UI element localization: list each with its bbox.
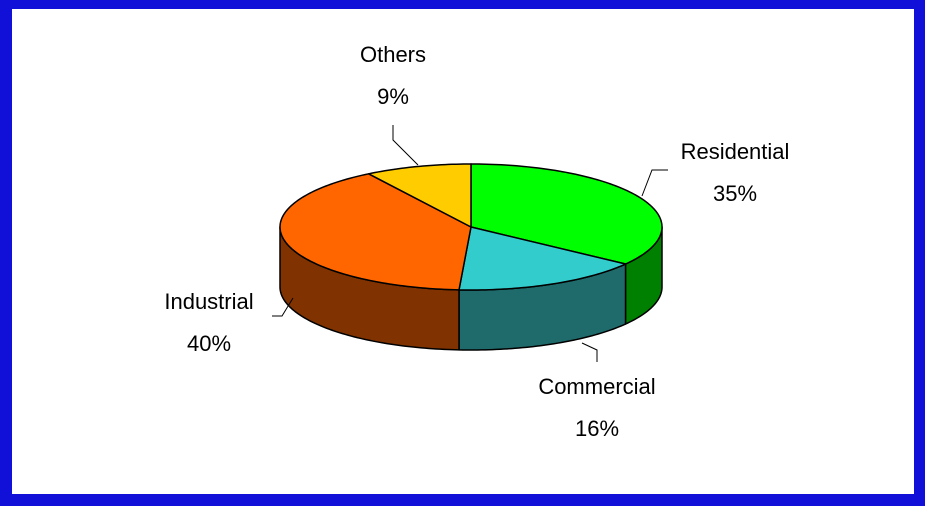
leader-line — [581, 342, 598, 362]
slice-value-label: 16% — [575, 416, 619, 441]
leader-line — [641, 169, 668, 197]
slice-label: Industrial — [164, 289, 253, 314]
slice — [458, 226, 627, 291]
slice-label: Residential — [681, 139, 790, 164]
slice-label: Others — [360, 42, 426, 67]
slice-value-label: 35% — [713, 181, 757, 206]
slice-value-label: 9% — [377, 84, 409, 109]
slice-label: Commercial — [538, 374, 655, 399]
slice — [470, 163, 663, 265]
leader-line — [272, 297, 294, 317]
leader-line — [392, 125, 419, 166]
slice — [367, 163, 472, 228]
slice-value-label: 40% — [187, 331, 231, 356]
